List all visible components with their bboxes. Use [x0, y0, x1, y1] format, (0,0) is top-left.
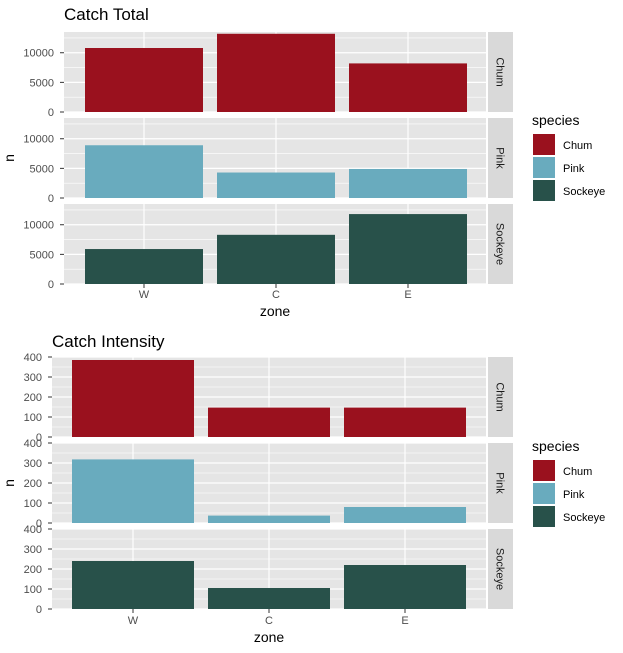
legend-key-chum — [533, 460, 555, 481]
legend-key-sockeye — [533, 506, 555, 527]
facet-strip-label: Sockeye — [494, 223, 506, 265]
y-tick-label: 10000 — [23, 48, 54, 60]
x-tick-label: W — [139, 289, 150, 301]
y-tick-label: 0 — [48, 107, 54, 119]
x-tick-label: C — [265, 615, 273, 627]
legend-title: species — [532, 438, 579, 454]
chart-title: Catch Intensity — [52, 332, 165, 351]
bar-chum-e — [344, 407, 466, 437]
x-tick-label: E — [404, 289, 411, 301]
legend-label-chum: Chum — [563, 140, 592, 152]
bar-pink-w — [72, 459, 194, 523]
legend-key-chum — [533, 134, 555, 155]
y-tick-label: 400 — [24, 524, 42, 536]
legend-key-pink — [533, 483, 555, 504]
bar-chum-e — [349, 63, 467, 112]
y-tick-label: 300 — [24, 458, 42, 470]
facet-chum: 0 5000 10000 Chum — [23, 32, 513, 119]
y-axis-title: n — [1, 154, 17, 162]
bar-pink-c — [208, 515, 330, 523]
legend-label-chum: Chum — [563, 466, 592, 478]
bar-pink-w — [85, 145, 203, 198]
legend-label-pink: Pink — [563, 489, 585, 501]
bar-sockeye-w — [85, 249, 203, 284]
bar-sockeye-e — [349, 214, 467, 284]
y-tick-label: 100 — [24, 584, 42, 596]
facet-pink: 0 100 200 300 400 Pink — [24, 438, 513, 530]
bar-chum-w — [85, 48, 203, 112]
bar-pink-e — [349, 168, 467, 198]
y-tick-label: 5000 — [30, 163, 54, 175]
facet-strip — [488, 357, 513, 437]
facet-strip — [488, 529, 513, 609]
facet-strip-label: Pink — [494, 147, 506, 169]
chart-title: Catch Total — [64, 5, 149, 24]
facet-pink: 0 5000 10000 Pink — [23, 118, 513, 205]
bar-chum-c — [217, 33, 335, 112]
legend-label-sockeye: Sockeye — [563, 186, 605, 198]
legend-key-pink — [533, 157, 555, 178]
y-tick-label: 400 — [24, 352, 42, 364]
bar-chum-w — [72, 360, 194, 437]
facet-chum: 0 100 200 300 400 Chum — [24, 352, 513, 444]
y-tick-label: 0 — [36, 518, 42, 530]
facet-sockeye: 0 100 200 300 400 Sockeye — [24, 524, 513, 616]
bar-pink-c — [217, 172, 335, 198]
facet-strip-label: Chum — [494, 57, 506, 86]
bar-sockeye-e — [344, 565, 466, 609]
chart-0: Catch Total0500010000Chum0500010000Pink0… — [1, 5, 605, 319]
y-tick-label: 300 — [24, 372, 42, 384]
y-tick-label: 0 — [36, 604, 42, 616]
y-tick-label: 0 — [48, 193, 54, 205]
bar-sockeye-c — [217, 234, 335, 284]
y-tick-label: 200 — [24, 392, 42, 404]
x-axis-title: zone — [260, 303, 291, 319]
facet-strip-label: Pink — [494, 472, 506, 494]
y-tick-label: 5000 — [30, 77, 54, 89]
facet-strip-label: Chum — [494, 382, 506, 411]
y-tick-label: 100 — [24, 498, 42, 510]
y-axis-title: n — [1, 479, 17, 487]
y-tick-label: 200 — [24, 564, 42, 576]
x-tick-label: E — [401, 615, 408, 627]
y-tick-label: 0 — [36, 432, 42, 444]
y-tick-label: 10000 — [23, 134, 54, 146]
bar-pink-e — [344, 507, 466, 523]
facet-strip — [488, 118, 513, 198]
chart-1: Catch Intensity 0 100 200 300 400 Chum 0 100 200 3… — [1, 332, 605, 645]
y-tick-label: 5000 — [30, 249, 54, 261]
y-tick-label: 100 — [24, 412, 42, 424]
legend-label-pink: Pink — [563, 163, 585, 175]
facet-strip — [488, 443, 513, 523]
y-tick-label: 300 — [24, 544, 42, 556]
y-tick-label: 0 — [48, 279, 54, 291]
facet-sockeye: 0 5000 10000 Sockeye — [23, 204, 513, 291]
y-tick-label: 200 — [24, 478, 42, 490]
bar-chum-c — [208, 407, 330, 437]
y-tick-label: 10000 — [23, 220, 54, 232]
y-tick-label: 400 — [24, 438, 42, 450]
legend: species Chum Pink Sockeye — [532, 438, 605, 527]
x-tick-label: C — [272, 289, 280, 301]
legend-key-sockeye — [533, 180, 555, 201]
x-tick-label: W — [128, 615, 139, 627]
x-axis-title: zone — [254, 629, 285, 645]
legend-title: species — [532, 112, 579, 128]
bar-sockeye-w — [72, 561, 194, 609]
legend: species Chum Pink Sockeye — [532, 112, 605, 201]
bar-sockeye-c — [208, 588, 330, 609]
facet-strip — [488, 204, 513, 284]
facet-strip — [488, 32, 513, 112]
facet-strip-label: Sockeye — [494, 548, 506, 590]
legend-label-sockeye: Sockeye — [563, 512, 605, 524]
